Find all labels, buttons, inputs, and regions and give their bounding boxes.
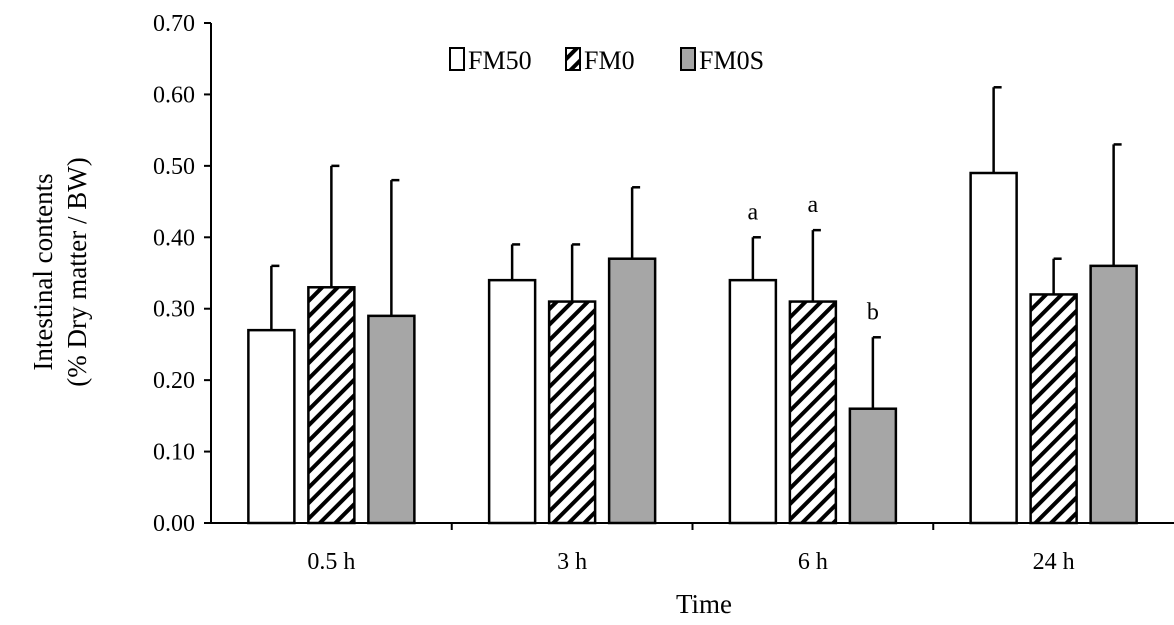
bar-fm0s: [848, 407, 898, 525]
y-tick-label: 0.30: [153, 297, 195, 323]
y-axis-title-line1: Intestinal contents: [28, 173, 58, 370]
y-tick-label: 0.40: [153, 225, 195, 251]
bar-fm0: [547, 300, 597, 525]
significance-label: a: [748, 199, 759, 225]
bar-fm0: [307, 286, 356, 525]
bar-fm50: [728, 278, 778, 525]
y-axis-title-line2: (% Dry matter / BW): [62, 157, 92, 386]
legend-label-fm0s: FM0S: [699, 46, 764, 75]
legend: FM50 FM0 FM0S: [449, 46, 764, 75]
legend-label-fm0: FM0: [584, 46, 635, 75]
bars: a a b: [247, 86, 1138, 525]
x-axis-title: Time: [676, 589, 732, 619]
x-tick-label: 3 h: [557, 549, 587, 575]
bar-fm0s: [607, 257, 657, 525]
legend-label-fm50: FM50: [468, 46, 532, 75]
bar-fm50: [487, 278, 537, 525]
legend-swatch-fm0: [565, 47, 581, 71]
bar-fm50: [969, 171, 1018, 525]
axes: 0.00 0.10 0.20 0.30 0.40 0.50 0.60 0.70 0.5 h 3 h…: [153, 11, 1174, 575]
y-tick-label: 0.50: [153, 154, 195, 180]
y-tick-label: 0.70: [153, 11, 195, 37]
y-tick-label: 0.60: [153, 82, 195, 108]
bar-fm0: [1029, 293, 1078, 525]
significance-label: a: [808, 192, 819, 218]
significance-label: b: [867, 299, 879, 325]
legend-swatch-fm50: [449, 47, 465, 71]
bar-fm0: [788, 300, 838, 525]
bar-fm0s: [367, 314, 416, 525]
bar-fm50: [247, 328, 296, 525]
y-axis-title: Intestinal contents (% Dry matter / BW): [28, 157, 92, 386]
legend-swatch-fm0s: [680, 47, 696, 71]
y-tick-label: 0.20: [153, 368, 195, 394]
y-tick-label: 0.10: [153, 440, 195, 466]
y-tick-label: 0.00: [153, 511, 195, 537]
x-tick-label: 6 h: [798, 549, 828, 575]
bar-fm0s: [1089, 264, 1138, 525]
x-tick-label: 24 h: [1033, 549, 1075, 575]
x-tick-label: 0.5 h: [307, 549, 355, 575]
